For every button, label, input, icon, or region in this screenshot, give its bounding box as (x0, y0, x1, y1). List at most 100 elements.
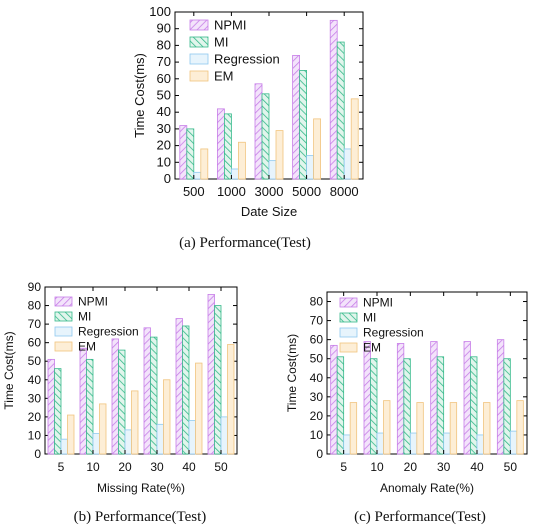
bar-em-10 (383, 400, 391, 455)
bar-mi-40 (470, 356, 478, 455)
x-axis-label: Date Size (241, 204, 297, 219)
chart-b-performance-by-missing-rate: 0 10 20 30 40 50 60 70 80 90 5 10 20 30 40 50 Missing Ra… (2, 280, 238, 495)
bar-mi-3000 (261, 93, 270, 180)
bar-em-20 (416, 402, 424, 455)
y-tick-label: 0 (316, 447, 323, 461)
bar-em-50 (227, 344, 235, 455)
x-tick-label: 50 (214, 460, 228, 474)
bar-npmi-5000 (292, 55, 301, 180)
y-tick-label: 90 (28, 280, 42, 294)
legend-swatch-npmi (339, 297, 358, 308)
bar-npmi-30 (143, 327, 151, 455)
bar-npmi-500 (179, 125, 188, 180)
x-tick-label: 40 (470, 460, 484, 474)
bar-mi-40 (182, 325, 190, 455)
y-tick-label: 10 (310, 428, 324, 442)
legend-label-em: EM (78, 340, 96, 354)
x-axis-label: Missing Rate(%) (97, 481, 185, 495)
bar-regression-5 (60, 438, 68, 455)
x-tick-label: 5000 (292, 184, 321, 199)
legend-swatch-em (189, 70, 209, 82)
bar-em-5 (67, 414, 75, 455)
legend-swatch-mi (339, 312, 358, 323)
x-axis-label: Anomaly Rate(%) (380, 481, 474, 495)
bar-regression-8000 (343, 148, 352, 180)
legend-label-mi: MI (214, 35, 228, 50)
bar-regression-10 (376, 432, 384, 455)
bar-mi-30 (436, 356, 445, 455)
bar-regression-20 (124, 429, 132, 455)
bar-mi-30 (150, 336, 158, 455)
bar-regression-30 (443, 432, 451, 455)
bar-em-5000 (313, 118, 322, 180)
legend-swatch-em (54, 341, 73, 352)
x-tick-label: 10 (86, 460, 100, 474)
y-tick-label: 50 (157, 88, 171, 103)
caption-b: (b) Performance(Test) (74, 509, 207, 525)
caption-a: (a) Performance(Test) (179, 235, 311, 251)
legend-label-regression: Regression (363, 326, 424, 340)
legend-swatch-regression (189, 53, 209, 65)
legend-swatch-regression (54, 326, 73, 337)
y-tick-label: 60 (28, 336, 42, 350)
bar-mi-5 (54, 368, 62, 455)
bar-npmi-5 (47, 358, 55, 455)
chart-c-performance-by-anomaly-rate: 0 10 20 30 40 50 60 70 80 5 10 20 30 40 50 Anomaly Rate… (285, 291, 528, 495)
bar-mi-5000 (299, 70, 308, 180)
bar-regression-50 (220, 416, 228, 455)
x-tick-label: 50 (504, 460, 518, 474)
x-tick-label: 500 (183, 184, 205, 199)
bar-npmi-10 (79, 347, 87, 455)
x-tick-label: 3000 (255, 184, 284, 199)
y-tick-label: 70 (310, 314, 324, 328)
x-tick-label: 20 (404, 460, 418, 474)
bar-em-8000 (350, 98, 359, 180)
legend-swatch-mi (189, 36, 209, 48)
legend-swatch-regression (339, 327, 358, 338)
y-tick-label: 40 (28, 373, 42, 387)
x-tick-label: 5 (340, 460, 347, 474)
y-tick-label: 70 (157, 54, 171, 69)
bar-npmi-20 (111, 338, 119, 455)
bar-npmi-1000 (216, 108, 225, 180)
bar-regression-40 (188, 420, 196, 455)
legend-swatch-mi (54, 311, 73, 322)
x-tick-label: 40 (182, 460, 196, 474)
legend-label-npmi: NPMI (214, 18, 247, 33)
legend-label-mi: MI (363, 311, 376, 325)
bar-mi-500 (186, 128, 195, 180)
bar-em-40 (483, 402, 491, 455)
y-tick-label: 50 (28, 354, 42, 368)
bar-npmi-30 (430, 341, 438, 455)
bar-mi-50 (214, 305, 222, 455)
bar-npmi-5 (330, 344, 338, 455)
y-tick-label: 30 (310, 390, 324, 404)
bar-regression-5 (343, 434, 351, 455)
y-axis-label: Time Cost(ms) (285, 334, 299, 412)
bar-em-3000 (275, 130, 284, 180)
bar-em-30 (449, 402, 458, 455)
bar-regression-20 (409, 432, 418, 455)
bar-regression-1000 (230, 168, 239, 180)
x-tick-label: 30 (150, 460, 164, 474)
bar-em-1000 (237, 141, 246, 180)
x-tick-label: 30 (437, 460, 451, 474)
x-tick-label: 1000 (217, 184, 246, 199)
y-tick-label: 30 (28, 391, 42, 405)
y-tick-label: 10 (28, 428, 42, 442)
bar-regression-3000 (268, 160, 277, 180)
bar-npmi-10 (363, 341, 371, 455)
x-tick-label: 10 (370, 460, 384, 474)
y-tick-label: 0 (164, 171, 171, 186)
legend-label-npmi: NPMI (78, 295, 108, 309)
x-tick-label: 5 (58, 460, 65, 474)
bar-em-50 (516, 400, 524, 455)
legend-label-regression: Regression (214, 52, 280, 67)
y-tick-label: 60 (157, 71, 171, 86)
x-tick-label: 8000 (330, 184, 359, 199)
bar-npmi-40 (463, 341, 471, 455)
bar-em-30 (163, 379, 171, 455)
bar-em-10 (99, 403, 107, 455)
bar-npmi-3000 (254, 83, 263, 180)
